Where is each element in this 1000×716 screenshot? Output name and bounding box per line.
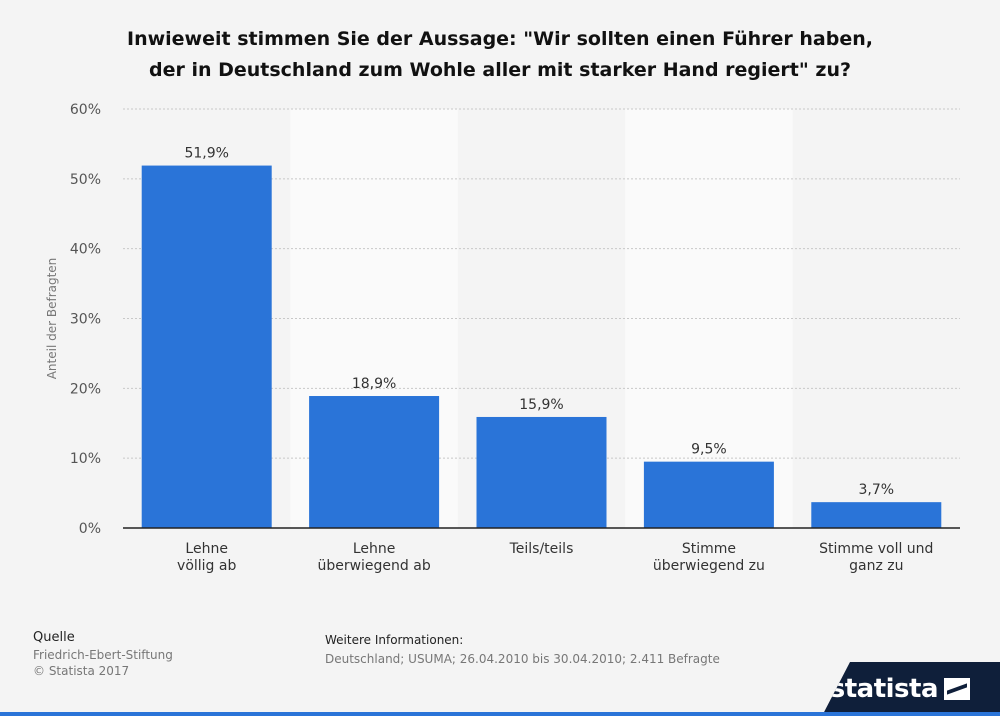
info-value: Deutschland; USUMA; 26.04.2010 bis 30.04… bbox=[325, 652, 720, 666]
y-tick-label: 0% bbox=[79, 521, 101, 537]
x-tick-label: Lehne überwiegend ab bbox=[317, 541, 430, 574]
bar bbox=[309, 396, 440, 528]
x-tick-label: Stimme voll und ganz zu bbox=[819, 541, 933, 574]
bar-value-label: 15,9% bbox=[519, 397, 563, 413]
chart-title-line-1: Inwieweit stimmen Sie der Aussage: "Wir … bbox=[127, 28, 873, 50]
statista-logo[interactable]: statista bbox=[822, 662, 1000, 716]
x-tick-label-line: Stimme voll und bbox=[819, 541, 933, 557]
copyright-text: © Statista 2017 bbox=[33, 664, 130, 678]
x-tick-label-line: Teils/teils bbox=[509, 541, 574, 557]
source-label: Quelle bbox=[33, 630, 75, 645]
statista-logo-icon bbox=[944, 678, 970, 700]
y-tick-label: 40% bbox=[70, 242, 101, 258]
x-tick-label: Stimme überwiegend zu bbox=[653, 541, 765, 574]
y-axis-title: Anteil der Befragten bbox=[45, 258, 59, 380]
bar-value-label: 3,7% bbox=[859, 482, 895, 498]
bottom-accent-stripe bbox=[0, 712, 1000, 716]
bar-value-label: 51,9% bbox=[184, 146, 228, 162]
chart-title-line-2: der in Deutschland zum Wohle aller mit s… bbox=[148, 59, 852, 81]
bar-chart: 0% 10% 20% 30% 40% 50% 60% Anteil der Befragten… bbox=[45, 102, 960, 574]
source-value: Friedrich-Ebert-Stiftung bbox=[33, 648, 173, 662]
bar-value-label: 9,5% bbox=[691, 442, 727, 458]
x-tick-label-line: überwiegend zu bbox=[653, 558, 765, 574]
x-tick-label-line: völlig ab bbox=[177, 558, 236, 574]
chart-title: Inwieweit stimmen Sie der Aussage: "Wir … bbox=[40, 24, 960, 86]
bar bbox=[476, 416, 607, 528]
x-tick-label: Teils/teils bbox=[509, 541, 574, 557]
y-tick-label: 30% bbox=[70, 312, 101, 328]
y-tick-label: 10% bbox=[70, 451, 101, 467]
x-tick-label-line: überwiegend ab bbox=[317, 558, 430, 574]
x-tick-label-line: Stimme bbox=[682, 541, 736, 557]
x-tick-label-line: ganz zu bbox=[849, 558, 903, 574]
bar-value-label: 18,9% bbox=[352, 376, 396, 392]
bar bbox=[643, 461, 774, 528]
x-tick-label: Lehne völlig ab bbox=[177, 541, 236, 574]
y-tick-label: 60% bbox=[70, 102, 101, 118]
x-tick-label-line: Lehne bbox=[353, 541, 396, 557]
bar bbox=[141, 165, 272, 528]
y-tick-label: 50% bbox=[70, 172, 101, 188]
y-tick-label: 20% bbox=[70, 381, 101, 397]
brand-name: statista bbox=[829, 674, 939, 704]
info-label: Weitere Informationen: bbox=[325, 633, 464, 647]
bar bbox=[811, 502, 942, 528]
x-tick-label-line: Lehne bbox=[185, 541, 228, 557]
